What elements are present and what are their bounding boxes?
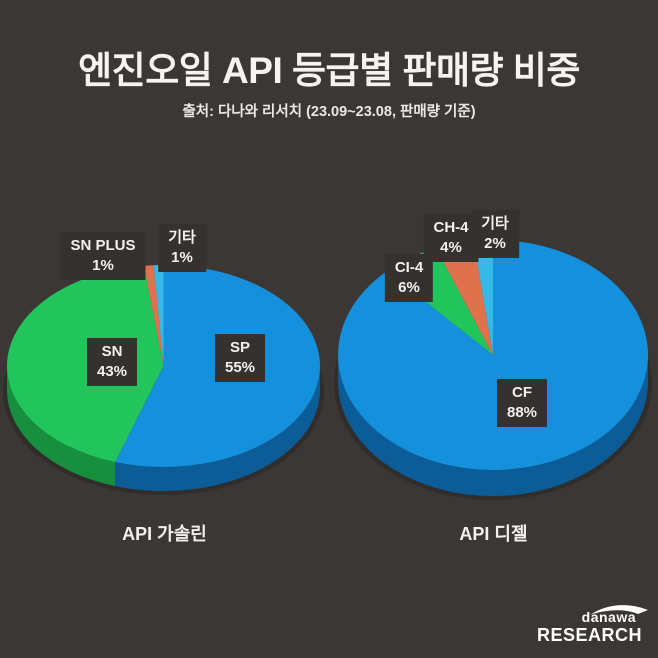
pie-label-CH-4: CH-4 4% — [423, 214, 479, 262]
chart-caption-diesel: API 디젤 — [459, 524, 528, 544]
pie-label-SP: SP 55% — [214, 334, 266, 382]
pie-slice-CH-4 — [435, 240, 493, 355]
pie-label-CF: CF 88% — [496, 379, 548, 427]
pie-side-SP — [115, 366, 320, 492]
pie-label-value: 88% — [506, 404, 538, 421]
pie-label-name: SN — [101, 343, 123, 360]
pie-label-value: 2% — [484, 235, 506, 252]
pie-label-name: SN PLUS — [70, 237, 136, 254]
pie-label-value: 1% — [171, 249, 193, 266]
pie-label-CI-4: CI-4 6% — [384, 254, 434, 302]
pie-label-value: 4% — [440, 239, 462, 256]
pie-side-CF — [338, 355, 649, 497]
page-title: 엔진오일 API 등급별 판매량 비중 — [78, 50, 580, 91]
chart-caption-gasoline: API 가솔린 — [122, 524, 207, 544]
pie-label-name: 기타 — [168, 229, 196, 246]
pie-label-name: SP — [229, 339, 250, 356]
pie-label-SN: SN 43% — [86, 338, 138, 386]
pie-label-name: CI-4 — [394, 259, 424, 276]
pie-label-SN PLUS: SN PLUS 1% — [60, 232, 146, 280]
source-note: 출처: 다나와 리서치 (23.09~23.08, 판매량 기준) — [182, 104, 476, 120]
pie-slice-기타 — [153, 265, 164, 366]
pie-side-SN — [7, 366, 116, 487]
pie-label-name: 기타 — [481, 215, 509, 232]
danawa-research-logo: danawa RESEARCH — [536, 605, 648, 646]
pie-label-name: CF — [512, 384, 532, 401]
pie-slice-기타 — [473, 240, 493, 355]
pie-label-value: 6% — [398, 279, 420, 296]
pie-label-기타: 기타 1% — [158, 224, 206, 272]
pie-slice-SN — [7, 265, 164, 463]
pie-slice-SN PLUS — [143, 265, 164, 366]
logo-research-text: RESEARCH — [536, 625, 642, 645]
pie-label-name: CH-4 — [433, 219, 469, 236]
swoosh-icon — [590, 605, 648, 615]
pie-label-기타: 기타 2% — [471, 210, 519, 258]
pie-label-value: 43% — [96, 363, 128, 380]
pie-label-value: 55% — [224, 359, 256, 376]
pie-label-value: 1% — [92, 257, 114, 274]
logo-danawa-text: danawa — [582, 605, 648, 625]
